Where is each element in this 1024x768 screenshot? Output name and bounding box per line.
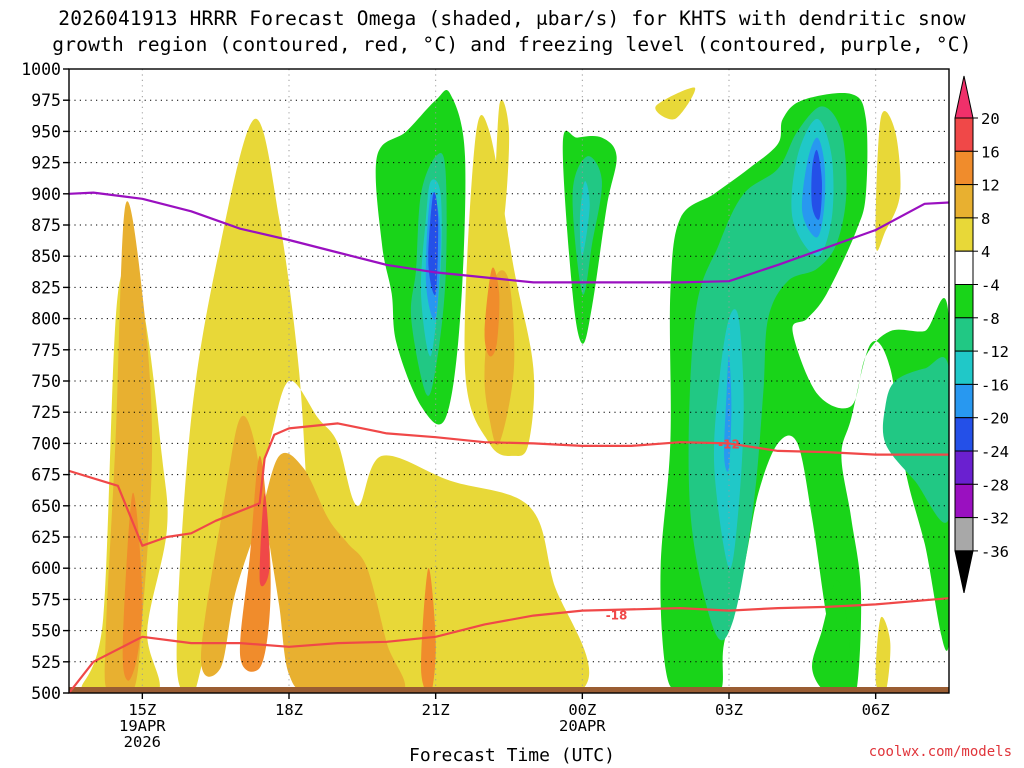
contour-label--12: -12 <box>718 437 740 451</box>
colorbar-box-6 <box>954 317 974 352</box>
y-tick-label-600: 600 <box>31 559 61 578</box>
colorbar-box-7 <box>954 350 974 385</box>
colorbar-label--20: -20 <box>981 410 1009 428</box>
omega-region-10 <box>484 267 500 357</box>
colorbar-label-4: 4 <box>981 243 990 261</box>
colorbar-label--8: -8 <box>981 310 1000 328</box>
colorbar-box-3 <box>954 217 974 252</box>
omega-region-3 <box>176 118 590 693</box>
y-tick-label-925: 925 <box>31 154 61 173</box>
chart-title-line2: growth region (contoured, red, °C) and f… <box>52 33 972 56</box>
x-tick-label-20APR: 20APR <box>559 717 606 735</box>
grid-layer <box>69 69 949 693</box>
omega-region-4 <box>200 415 406 693</box>
x-tick-label-15Z: 15Z <box>128 701 156 719</box>
colorbar-arrow-top <box>954 75 974 119</box>
y-tick-label-700: 700 <box>31 434 61 453</box>
y-tick-label-1000: 1000 <box>21 60 61 79</box>
chart-title: 2026041913 HRRR Forecast Omega (shaded, … <box>0 6 1024 58</box>
colorbar-box-9 <box>954 417 974 452</box>
y-tick-label-575: 575 <box>31 590 61 609</box>
colorbar-box-8 <box>954 383 974 419</box>
contour-line-freezing-level <box>69 191 949 284</box>
omega-region-29 <box>811 149 822 220</box>
x-tick-label-19APR: 19APR <box>119 717 166 735</box>
contour-label--18: -18 <box>606 608 628 622</box>
y-tick-label-950: 950 <box>31 122 61 141</box>
colorbar-label--12: -12 <box>981 343 1009 361</box>
contour-line-dendritic-12c <box>69 422 949 547</box>
y-tick-label-975: 975 <box>31 91 61 110</box>
y-tick-label-625: 625 <box>31 528 61 547</box>
omega-region-2 <box>122 492 143 681</box>
colorbar-label-12: 12 <box>981 177 1000 195</box>
y-tick-label-825: 825 <box>31 278 61 297</box>
omega-shading-layer <box>81 87 949 693</box>
omega-region-11 <box>494 99 510 251</box>
colorbar-box-4 <box>954 250 974 285</box>
colorbar-label--4: -4 <box>981 277 1000 295</box>
omega-region-13 <box>875 616 891 693</box>
colorbar-box-11 <box>954 483 974 519</box>
omega-region-12 <box>875 110 901 251</box>
y-tick-label-550: 550 <box>31 622 61 641</box>
x-tick-label-03Z: 03Z <box>715 701 743 719</box>
colorbar-label--28: -28 <box>981 476 1009 494</box>
x-tick-label-21Z: 21Z <box>422 701 450 719</box>
colorbar-box-12 <box>954 517 974 552</box>
terrain-strip <box>69 687 949 693</box>
x-tick-label-00Z: 00Z <box>568 701 596 719</box>
contour-line-dendritic-18c <box>69 597 949 693</box>
colorbar-label--32: -32 <box>981 510 1009 528</box>
omega-region-6 <box>259 493 270 587</box>
colorbar: 20 16 12 8 4 -4 -8 -12 -16 -20 -24 -28 -32 -36 <box>954 75 1009 594</box>
y-tick-label-500: 500 <box>31 684 61 703</box>
y-tick-label-775: 775 <box>31 341 61 360</box>
chart-title-line1: 2026041913 HRRR Forecast Omega (shaded, … <box>58 7 966 30</box>
x-tick-label-18Z: 18Z <box>275 701 303 719</box>
omega-region-7 <box>420 568 436 693</box>
omega-region-24 <box>812 580 853 693</box>
y-tick-label-800: 800 <box>31 310 61 329</box>
colorbar-label-20: 20 <box>981 110 1000 128</box>
y-tick-label-875: 875 <box>31 216 61 235</box>
colorbar-label--16: -16 <box>981 376 1009 394</box>
x-tick-label-2026: 2026 <box>124 733 161 751</box>
colorbar-box-1 <box>954 150 974 186</box>
omega-region-31 <box>882 357 949 523</box>
x-axis-title: Forecast Time (UTC) <box>409 745 615 766</box>
y-tick-label-650: 650 <box>31 497 61 516</box>
y-tick-label-725: 725 <box>31 403 61 422</box>
colorbar-arrow-bottom <box>954 550 974 594</box>
y-tick-label-850: 850 <box>31 247 61 266</box>
colorbar-label--24: -24 <box>981 443 1009 461</box>
y-tick-label-900: 900 <box>31 185 61 204</box>
colorbar-box-5 <box>954 284 974 319</box>
credit-link[interactable]: coolwx.com/models <box>868 744 1012 760</box>
colorbar-label-16: 16 <box>981 143 1000 161</box>
y-tick-label-525: 525 <box>31 653 61 672</box>
omega-region-14 <box>655 87 696 120</box>
axis-layer: 500 525 550 575 600 625 650 675 700 725 750 775 800 8… <box>21 60 950 751</box>
y-tick-label-675: 675 <box>31 466 61 485</box>
contour-layer: -18 -12 <box>69 191 949 693</box>
colorbar-box-0 <box>954 117 974 152</box>
colorbar-box-10 <box>954 450 974 485</box>
colorbar-label-8: 8 <box>981 210 990 228</box>
y-tick-label-750: 750 <box>31 372 61 391</box>
colorbar-label--36: -36 <box>981 543 1009 561</box>
x-tick-label-06Z: 06Z <box>862 701 890 719</box>
colorbar-box-2 <box>954 184 974 219</box>
ground-layer <box>69 687 949 693</box>
